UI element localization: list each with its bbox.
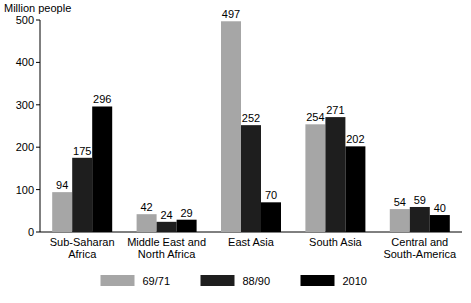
x-tick-label-line: North Africa — [138, 248, 196, 260]
data-label: 175 — [73, 145, 91, 157]
y-tick — [36, 62, 40, 63]
x-tick-label-line: South-America — [383, 248, 457, 260]
data-label: 271 — [326, 104, 344, 116]
y-tick-label: 100 — [16, 184, 34, 196]
bars — [52, 21, 450, 232]
y-tick-label: 300 — [16, 99, 34, 111]
x-tick-label: South Asia — [309, 236, 362, 248]
bar — [157, 222, 177, 232]
y-axis — [40, 20, 41, 232]
y-tick — [36, 189, 40, 190]
y-tick-label: 200 — [16, 141, 34, 153]
data-label: 29 — [180, 207, 192, 219]
chart-svg: Million people 0 100 200 300 400 500 94 42 497 254… — [0, 0, 471, 303]
y-axis-label: Million people — [4, 2, 71, 14]
data-label: 54 — [394, 196, 406, 208]
data-label: 59 — [414, 194, 426, 206]
x-tick-label-line: Middle East and — [127, 236, 206, 248]
bar — [325, 117, 345, 232]
bar — [390, 209, 410, 232]
bar — [221, 21, 241, 232]
bar — [305, 124, 325, 232]
data-label: 252 — [242, 112, 260, 124]
legend-swatch — [101, 275, 135, 286]
x-tick-label: East Asia — [228, 236, 275, 248]
x-tick-label-line: Central and — [391, 236, 448, 248]
x-tick-label-line: South Asia — [309, 236, 362, 248]
y-tick — [36, 147, 40, 148]
data-label: 70 — [265, 189, 277, 201]
data-label: 24 — [160, 209, 172, 221]
data-label: 254 — [306, 111, 324, 123]
data-labels: 94 42 497 254 54 175 24 252 271 59 296 29 70 202 40 — [56, 8, 446, 221]
data-label: 94 — [56, 179, 68, 191]
y-tick-label: 500 — [16, 14, 34, 26]
data-label: 40 — [434, 202, 446, 214]
y-tick — [36, 232, 40, 233]
data-label: 42 — [140, 201, 152, 213]
y-tick — [36, 104, 40, 105]
legend-label: 88/90 — [243, 275, 271, 287]
bar — [92, 106, 112, 232]
y-tick-label: 400 — [16, 56, 34, 68]
x-tick-label: Central andSouth-America — [383, 236, 457, 260]
y-tick — [36, 20, 40, 21]
bar — [52, 192, 72, 232]
x-tick-label-line: Sub-Saharan — [50, 236, 115, 248]
data-label: 497 — [222, 8, 240, 20]
legend-label: 2010 — [343, 275, 367, 287]
bar — [345, 146, 365, 232]
legend-label: 69/71 — [143, 275, 171, 287]
legend-swatch — [301, 275, 335, 286]
bar — [137, 214, 157, 232]
x-tick-label: Middle East andNorth Africa — [127, 236, 206, 260]
bar — [241, 125, 261, 232]
bar — [261, 202, 281, 232]
legend-swatch — [201, 275, 235, 286]
x-tick-label: Sub-SaharanAfrica — [50, 236, 115, 260]
bar — [177, 220, 197, 232]
y-tick-label: 0 — [28, 226, 34, 238]
legend: 69/71 88/90 2010 — [101, 275, 367, 287]
chart-container: Million people 0 100 200 300 400 500 94 42 497 254… — [0, 0, 471, 303]
x-tick-label-line: Africa — [68, 248, 97, 260]
x-tick-label-line: East Asia — [228, 236, 275, 248]
bar — [72, 158, 92, 232]
bar — [430, 215, 450, 232]
data-label: 296 — [93, 93, 111, 105]
data-label: 202 — [346, 133, 364, 145]
bar — [410, 207, 430, 232]
